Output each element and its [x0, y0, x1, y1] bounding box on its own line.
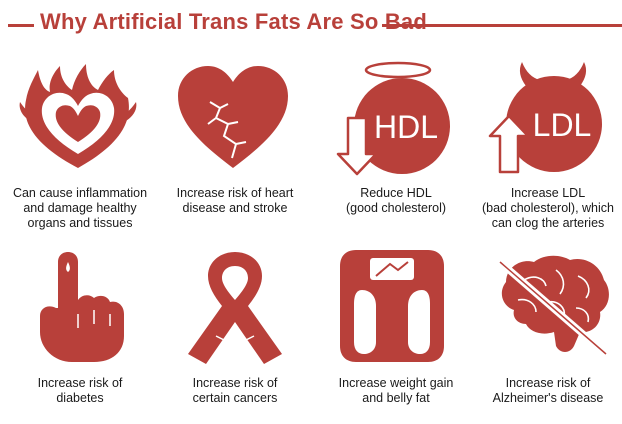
caption-hdl: Reduce HDL (good cholesterol)	[345, 186, 447, 215]
ldl-devil-icon: LDL	[488, 62, 602, 174]
title-rule-right	[382, 24, 622, 27]
caption-cancers: Increase risk of certain cancers	[192, 376, 278, 405]
ldl-label: LDL	[533, 107, 592, 143]
bathroom-scale-icon	[340, 250, 444, 362]
hdl-label: HDL	[374, 109, 438, 145]
caption-diabetes: Increase risk of diabetes	[37, 376, 123, 405]
cracked-heart-icon	[178, 66, 288, 168]
caption-alzheimers: Increase risk of Alzheimer's disease	[492, 376, 604, 405]
caption-heart-disease: Increase risk of heart disease and stroke	[176, 186, 294, 215]
page-title: Why Artificial Trans Fats Are So Bad	[40, 9, 427, 34]
caption-weight-gain: Increase weight gain and belly fat	[338, 376, 454, 405]
title-row: Why Artificial Trans Fats Are So Bad	[0, 6, 622, 40]
title-rule-left	[8, 24, 34, 27]
brain-icon	[497, 255, 609, 357]
hdl-angel-icon: HDL	[336, 61, 450, 176]
finger-prick-icon	[40, 252, 124, 362]
caption-ldl: Increase LDL (bad cholesterol), which can …	[481, 186, 614, 230]
caption-inflammation: Can cause inflammation and damage healthy…	[12, 186, 148, 230]
flaming-heart-icon	[19, 64, 137, 168]
cancer-ribbon-icon	[188, 252, 282, 364]
